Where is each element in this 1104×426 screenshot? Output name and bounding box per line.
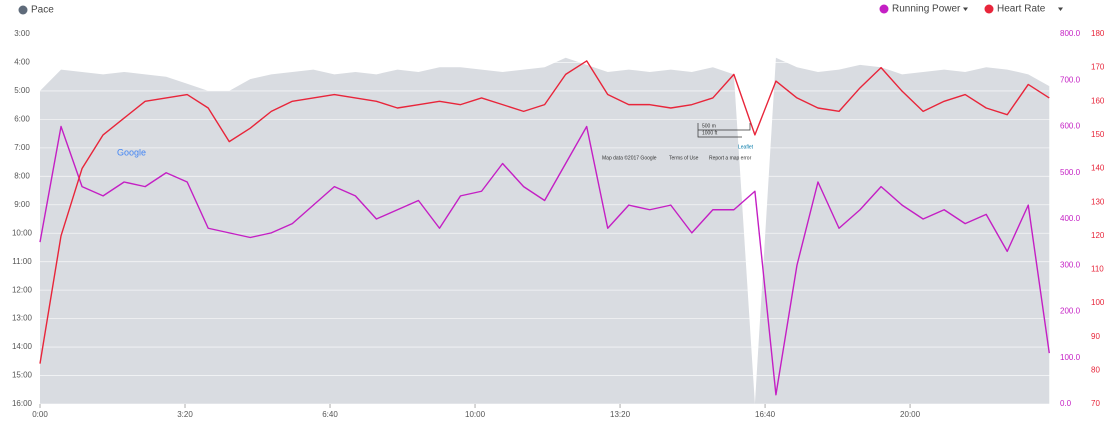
y3-tick-label: 140 bbox=[1091, 164, 1104, 173]
y2-tick-label: 300.0 bbox=[1060, 260, 1081, 269]
y-tick-label: 9:00 bbox=[14, 200, 30, 209]
map-annotation: Map data ©2017 Google bbox=[602, 154, 657, 161]
y-tick-label: 13:00 bbox=[12, 314, 33, 323]
legend-label[interactable]: Heart Rate bbox=[997, 4, 1046, 15]
y-tick-label: 11:00 bbox=[12, 257, 32, 266]
y2-tick-label: 100.0 bbox=[1060, 353, 1081, 362]
y3-tick-label: 70 bbox=[1091, 399, 1100, 408]
map-annotation: Leaflet bbox=[738, 144, 754, 150]
y-tick-label: 3:00 bbox=[14, 29, 30, 38]
legend-marker bbox=[18, 5, 28, 15]
y2-tick-label: 800.0 bbox=[1060, 29, 1081, 38]
map-annotation: Report a map error bbox=[709, 155, 752, 161]
legend-label[interactable]: Pace bbox=[31, 5, 54, 16]
scale-bar bbox=[697, 123, 751, 138]
y3-tick-label: 80 bbox=[1091, 365, 1100, 374]
y2-tick-label: 0.0 bbox=[1060, 399, 1072, 408]
y-tick-label: 6:00 bbox=[14, 114, 30, 123]
x-tick-label: 0:00 bbox=[32, 410, 48, 419]
y-tick-label: 5:00 bbox=[14, 86, 30, 95]
y-tick-label: 8:00 bbox=[14, 171, 30, 180]
y-tick-label: 7:00 bbox=[14, 143, 30, 152]
dropdown-arrow[interactable] bbox=[1058, 7, 1063, 12]
y-tick-label: 15:00 bbox=[12, 371, 33, 380]
y3-tick-label: 150 bbox=[1091, 130, 1104, 139]
map-annotation: Google bbox=[117, 147, 146, 157]
series-line bbox=[39, 125, 1050, 396]
x-tick-label: 10:00 bbox=[465, 410, 486, 419]
legend-marker bbox=[879, 4, 889, 14]
x-tick-label: 20:00 bbox=[900, 410, 921, 419]
y3-tick-label: 170 bbox=[1091, 63, 1104, 72]
y3-tick-label: 180 bbox=[1091, 29, 1104, 38]
y2-tick-label: 200.0 bbox=[1060, 307, 1081, 316]
y3-tick-label: 160 bbox=[1091, 96, 1104, 105]
y3-tick-label: 90 bbox=[1091, 332, 1100, 341]
y-tick-label: 4:00 bbox=[14, 58, 30, 67]
x-tick-label: 6:40 bbox=[322, 410, 338, 419]
y2-tick-label: 400.0 bbox=[1060, 214, 1081, 223]
y3-tick-label: 100 bbox=[1091, 298, 1104, 307]
x-tick-label: 16:40 bbox=[755, 410, 776, 419]
legend-label[interactable]: Running Power bbox=[892, 4, 961, 15]
y-tick-label: 12:00 bbox=[12, 285, 33, 294]
y3-tick-label: 110 bbox=[1091, 265, 1104, 274]
map-annotation: 500 m bbox=[702, 123, 716, 129]
legend-marker bbox=[984, 4, 994, 14]
pace-area bbox=[40, 57, 1050, 404]
y2-tick-label: 600.0 bbox=[1060, 122, 1081, 131]
y2-tick-label: 700.0 bbox=[1060, 75, 1081, 84]
map-annotation: Terms of Use bbox=[669, 155, 699, 161]
series-line bbox=[39, 60, 1050, 364]
y2-tick-label: 500.0 bbox=[1060, 168, 1081, 177]
map-annotation: 1000 ft bbox=[702, 130, 718, 136]
y-tick-label: 16:00 bbox=[12, 399, 33, 408]
y3-tick-label: 120 bbox=[1091, 231, 1104, 240]
y3-tick-label: 130 bbox=[1091, 197, 1104, 206]
y-tick-label: 14:00 bbox=[12, 342, 33, 351]
x-tick-label: 13:20 bbox=[610, 410, 631, 419]
x-tick-label: 3:20 bbox=[177, 410, 193, 419]
dropdown-arrow[interactable] bbox=[963, 7, 968, 12]
legend: Pace Running Power Heart Rate bbox=[18, 4, 1063, 16]
plot-area bbox=[39, 33, 1050, 405]
y-tick-label: 10:00 bbox=[12, 228, 33, 237]
